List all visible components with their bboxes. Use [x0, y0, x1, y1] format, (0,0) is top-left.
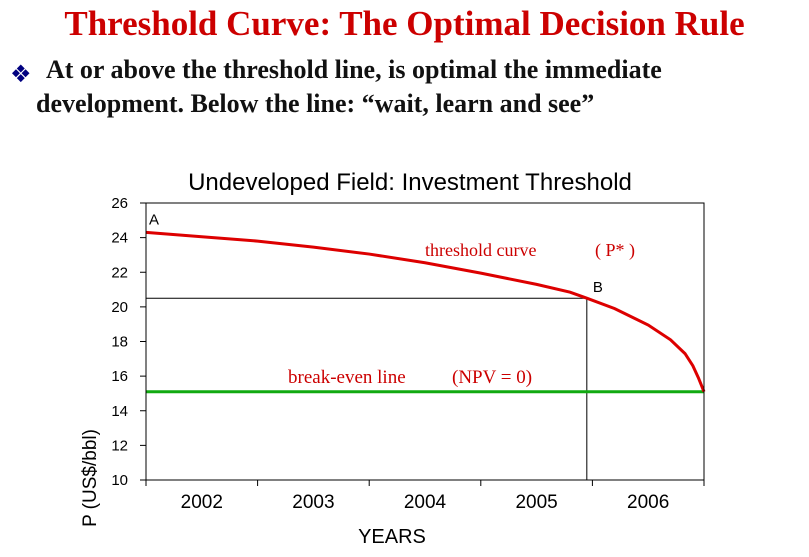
y-tick-label: 14: [111, 403, 128, 420]
slide-title: Threshold Curve: The Optimal Decision Ru…: [64, 4, 745, 43]
y-tick-label: 24: [111, 230, 128, 247]
break-even-label: break-even line: [288, 367, 406, 388]
annotation-point-a: A: [149, 211, 159, 228]
y-axis-ticks: 10 12 14 16 18 20 22 24 26: [111, 195, 146, 489]
y-tick-label: 20: [111, 299, 128, 316]
x-tick-label: 2003: [292, 492, 334, 513]
x-tick-label: 2004: [404, 492, 447, 513]
y-tick-label: 12: [111, 437, 128, 454]
threshold-curve: [145, 230, 706, 393]
y-tick-label: 18: [111, 334, 128, 351]
y-tick-label: 26: [111, 195, 128, 212]
y-axis-label: P (US$/bbl): [80, 429, 101, 527]
break-even-tag: (NPV = 0): [452, 367, 532, 388]
bullet-text-line-2: development. Below the line: “wait, lear…: [36, 89, 595, 118]
diamond-bullet-icon: ❖: [10, 60, 32, 88]
x-tick-label: 2006: [627, 492, 669, 513]
chart-title: Undeveloped Field: Investment Threshold: [188, 169, 632, 196]
y-tick-label: 22: [111, 264, 128, 281]
x-tick-label: 2005: [515, 492, 557, 513]
bullet-text-line-1: At or above the threshold line, is optim…: [46, 55, 662, 84]
threshold-chart: Undeveloped Field: Investment Threshold …: [80, 169, 706, 548]
y-tick-label: 16: [111, 368, 128, 385]
x-axis-ticks: 2002 2003 2004 2005 2006: [145, 480, 705, 513]
annotation-point-b: B: [593, 279, 603, 296]
plot-frame: [145, 202, 705, 481]
threshold-curve-tag: ( P* ): [595, 240, 635, 261]
x-tick-label: 2002: [181, 492, 223, 513]
threshold-curve-label: threshold curve: [425, 240, 536, 260]
y-tick-label: 10: [111, 472, 128, 489]
x-axis-label: YEARS: [358, 526, 426, 548]
